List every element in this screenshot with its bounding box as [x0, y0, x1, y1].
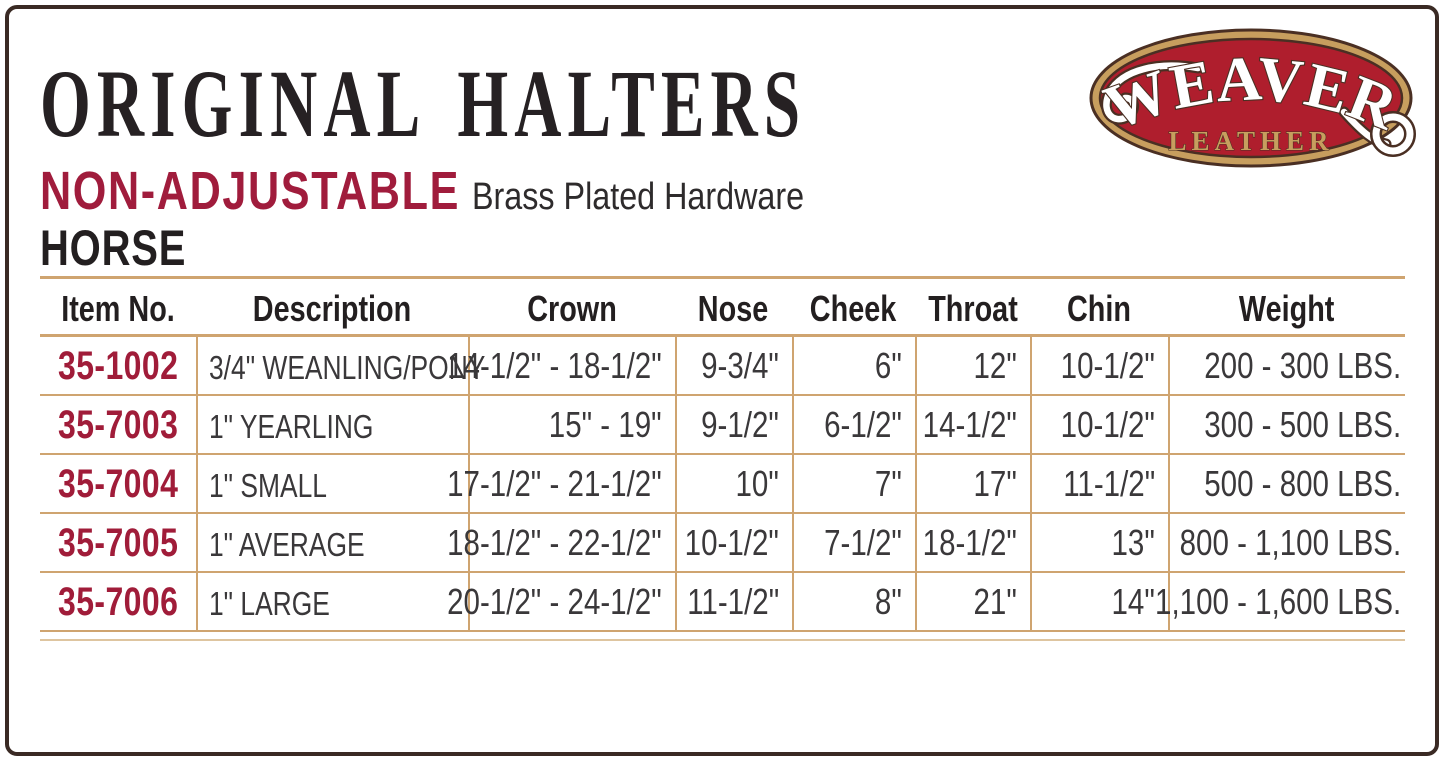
table-row: 35-7006 1" LARGE 20-1/2" - 24-1/2" 11-1/…: [40, 573, 1405, 632]
cell-chin: 10-1/2": [1030, 337, 1168, 394]
cell-chin: 10-1/2": [1030, 396, 1168, 453]
cell-nose: 9-3/4": [675, 337, 792, 394]
table-row: 35-7003 1" YEARLING 15" - 19" 9-1/2" 6-1…: [40, 396, 1405, 455]
table-bottom-rule: [40, 632, 1405, 641]
page-title: ORIGINAL HALTERS: [40, 50, 807, 157]
table-row: 35-7005 1" AVERAGE 18-1/2" - 22-1/2" 10-…: [40, 514, 1405, 573]
cell-weight: 500 - 800 LBS.: [1168, 455, 1405, 512]
cell-item-no: 35-1002: [57, 344, 179, 388]
cell-crown: 14-1/2" - 18-1/2": [447, 337, 675, 394]
header-cell-crown: Crown: [526, 288, 617, 329]
cell-throat: 18-1/2": [915, 514, 1030, 571]
cell-nose: 11-1/2": [675, 573, 792, 630]
subtitle-hardware-note: Brass Plated Hardware: [472, 176, 805, 218]
cell-weight: 1,100 - 1,600 LBS.: [1155, 573, 1405, 630]
section-label-horse: HORSE: [40, 220, 187, 276]
cell-description: 1" YEARLING: [196, 396, 468, 453]
weaver-leather-logo-icon: WEAVER LEATHER: [1089, 28, 1416, 168]
cell-item-no: 35-7006: [57, 580, 179, 624]
cell-cheek: 8": [792, 573, 915, 630]
cell-description: 3/4" WEANLING/PONY: [196, 337, 485, 394]
cell-nose: 9-1/2": [675, 396, 792, 453]
cell-item-no: 35-7003: [57, 403, 179, 447]
table-row: 35-7004 1" SMALL 17-1/2" - 21-1/2" 10" 7…: [40, 455, 1405, 514]
cell-chin: 13": [1030, 514, 1168, 571]
cell-item-no: 35-7005: [57, 521, 179, 565]
header-cell-cheek: Cheek: [810, 288, 897, 329]
cell-cheek: 7": [792, 455, 915, 512]
cell-chin: 11-1/2": [1030, 455, 1168, 512]
cell-weight: 200 - 300 LBS.: [1168, 337, 1405, 394]
halter-spec-table: Item No. Description Crown Nose Cheek Th…: [40, 276, 1405, 641]
header-cell-item-no: Item No.: [61, 288, 175, 329]
cell-weight: 300 - 500 LBS.: [1168, 396, 1405, 453]
cell-crown: 17-1/2" - 21-1/2": [447, 455, 675, 512]
cell-throat: 14-1/2": [915, 396, 1030, 453]
header-cell-weight: Weight: [1238, 288, 1335, 329]
table-row: 35-1002 3/4" WEANLING/PONY 14-1/2" - 18-…: [40, 337, 1405, 396]
subtitle-non-adjustable: NON-ADJUSTABLE: [40, 161, 460, 221]
cell-chin: 14": [1030, 573, 1168, 630]
cell-description: 1" LARGE: [196, 573, 468, 630]
cell-crown: 18-1/2" - 22-1/2": [447, 514, 675, 571]
cell-cheek: 6": [792, 337, 915, 394]
cell-crown: 20-1/2" - 24-1/2": [447, 573, 675, 630]
header-cell-nose: Nose: [698, 288, 769, 329]
cell-crown: 15" - 19": [468, 396, 675, 453]
logo-brand-bottom-text: LEATHER: [1168, 126, 1333, 156]
cell-cheek: 6-1/2": [792, 396, 915, 453]
header-cell-description: Description: [252, 288, 412, 329]
cell-description: 1" SMALL: [196, 455, 468, 512]
cell-weight: 800 - 1,100 LBS.: [1168, 514, 1405, 571]
header-cell-chin: Chin: [1066, 288, 1131, 329]
cell-item-no: 35-7004: [57, 462, 179, 506]
cell-nose: 10": [675, 455, 792, 512]
weaver-leather-logo: WEAVER LEATHER: [1078, 12, 1428, 178]
cell-description: 1" AVERAGE: [196, 514, 468, 571]
cell-nose: 10-1/2": [675, 514, 792, 571]
cell-throat: 21": [915, 573, 1030, 630]
cell-throat: 12": [915, 337, 1030, 394]
cell-throat: 17": [915, 455, 1030, 512]
table-header-row: Item No. Description Crown Nose Cheek Th…: [40, 279, 1405, 337]
cell-cheek: 7-1/2": [792, 514, 915, 571]
header-cell-throat: Throat: [927, 288, 1018, 329]
